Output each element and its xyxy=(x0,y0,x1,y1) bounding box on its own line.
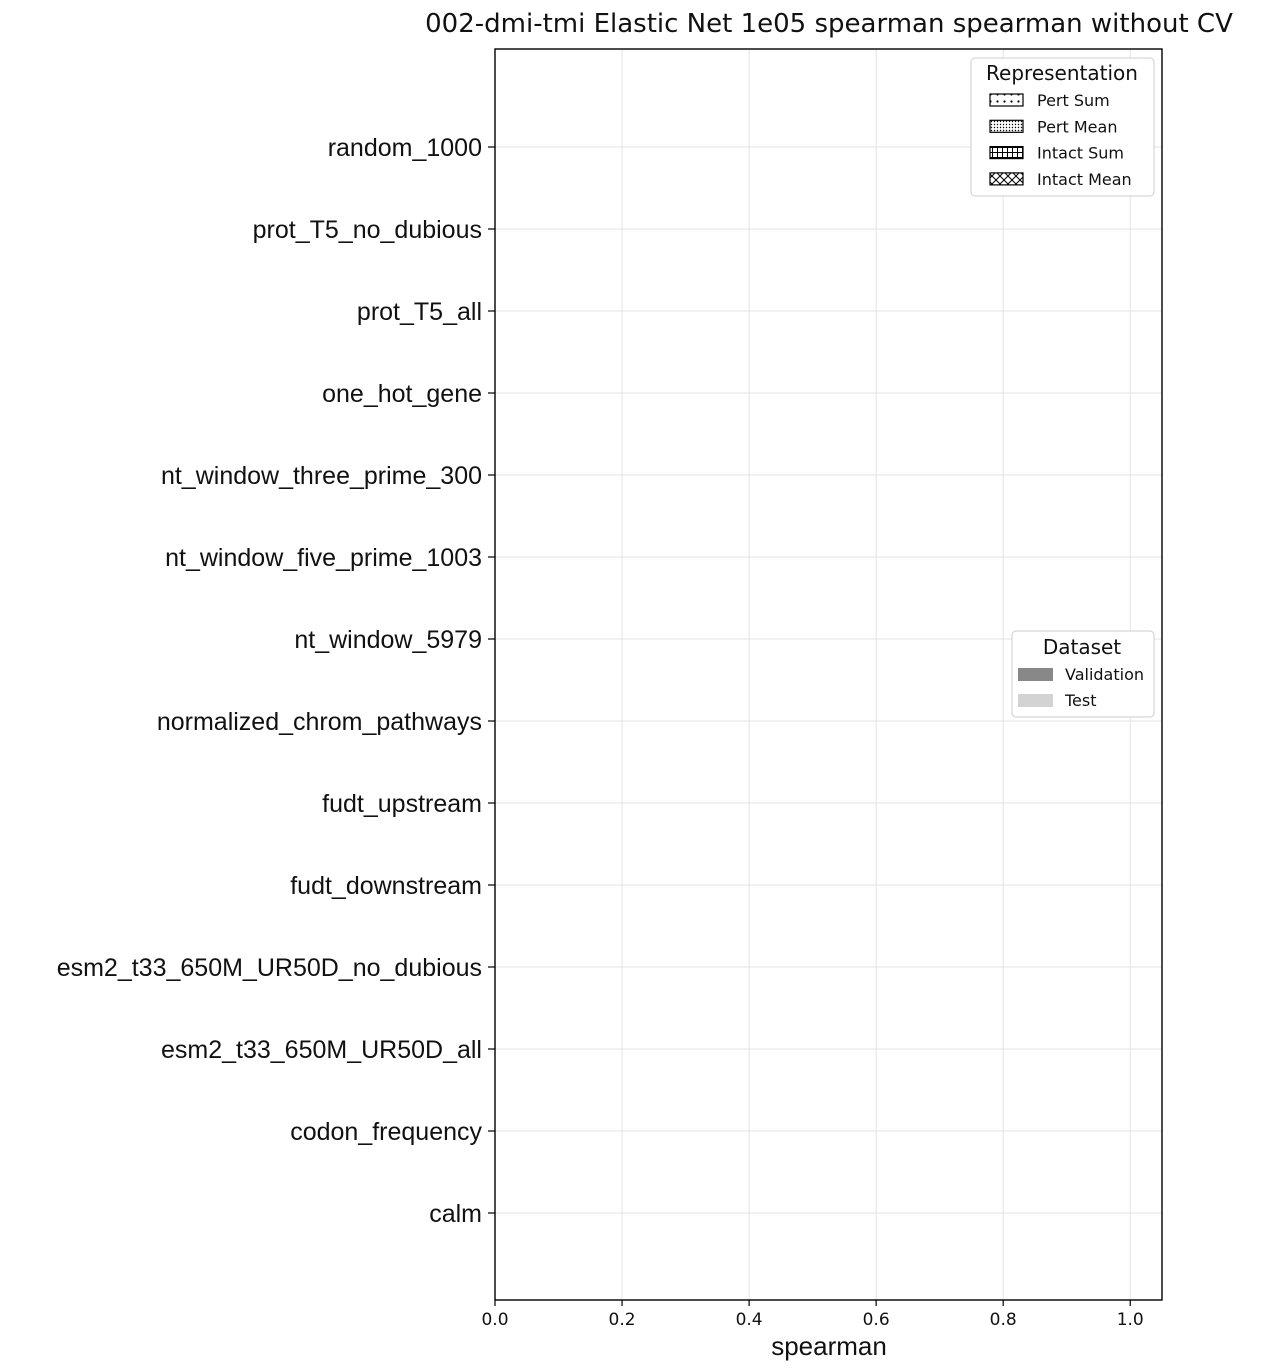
legend-entry-label: Pert Mean xyxy=(1037,117,1117,136)
y-tick-label: normalized_chrom_pathways xyxy=(157,708,482,736)
y-tick-label: esm2_t33_650M_UR50D_all xyxy=(161,1036,482,1064)
legend-entry-label: Intact Sum xyxy=(1037,144,1124,163)
legend-swatch xyxy=(1018,694,1053,707)
x-axis: 0.0 0.2 0.4 0.6 0.8 1.0 xyxy=(481,1300,1144,1330)
legend-swatch xyxy=(1018,668,1053,681)
y-tick-label: nt_window_5979 xyxy=(294,626,482,654)
y-tick-label: random_1000 xyxy=(328,134,482,162)
legend-dataset: Dataset Validation Test xyxy=(1011,630,1155,718)
x-tick-label: 0.6 xyxy=(863,1310,890,1330)
legend-representation: Representation Pert Sum Pert Mean Intact S… xyxy=(970,57,1155,197)
x-tick-label: 0.2 xyxy=(609,1310,636,1330)
legend-swatch xyxy=(989,119,1024,133)
legend-entry-label: Intact Mean xyxy=(1037,170,1132,189)
y-tick-label: nt_window_three_prime_300 xyxy=(161,462,482,490)
legend-frame xyxy=(970,57,1155,197)
x-tick-label: 1.0 xyxy=(1117,1310,1144,1330)
y-tick-label: codon_frequency xyxy=(290,1118,482,1146)
y-tick-label: fudt_upstream xyxy=(322,790,482,818)
x-tick-label: 0.0 xyxy=(481,1310,508,1330)
y-tick-label: calm xyxy=(429,1200,482,1228)
y-tick-label: prot_T5_no_dubious xyxy=(253,216,482,244)
legend-entry-label: Test xyxy=(1064,691,1097,710)
plot-frame xyxy=(494,48,1163,1301)
y-tick-label: prot_T5_all xyxy=(357,298,482,326)
legend-entry-label: Validation xyxy=(1065,665,1144,684)
y-tick-label: fudt_downstream xyxy=(290,872,482,900)
legend-swatch xyxy=(989,172,1024,186)
y-tick-label: nt_window_five_prime_1003 xyxy=(165,544,482,572)
y-tick-label: one_hot_gene xyxy=(322,380,482,408)
legend-title: Dataset xyxy=(1043,635,1121,659)
chart-title: 002-dmi-tmi Elastic Net 1e05 spearman sp… xyxy=(425,9,1233,39)
x-axis-label: spearman xyxy=(771,1331,887,1361)
legend-title: Representation xyxy=(986,61,1138,85)
legend-swatch xyxy=(989,146,1024,160)
x-tick-label: 0.8 xyxy=(990,1310,1017,1330)
y-tick-label: esm2_t33_650M_UR50D_no_dubious xyxy=(57,954,482,982)
x-tick-label: 0.4 xyxy=(736,1310,763,1330)
y-axis: random_1000 prot_T5_no_dubious prot_T5_all… xyxy=(57,134,495,1228)
legend-entry-label: Pert Sum xyxy=(1037,91,1110,110)
legend-swatch xyxy=(989,93,1024,107)
